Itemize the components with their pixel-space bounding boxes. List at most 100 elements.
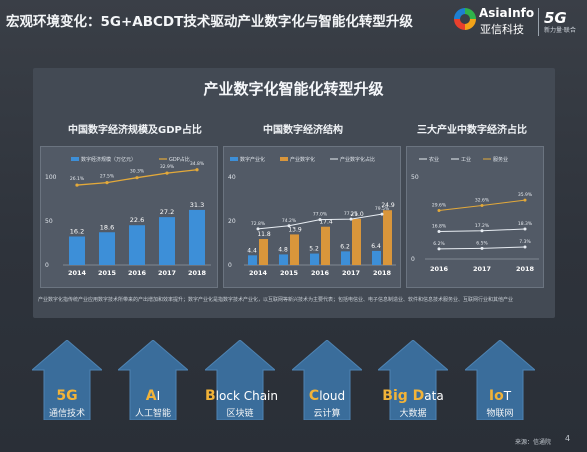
tech-arrow-shape — [118, 340, 188, 420]
point-series-2-2017 — [480, 204, 484, 208]
bar-digital-industry-2018 — [372, 250, 381, 265]
data-label-industry-digital-2018: 24.9 — [381, 202, 395, 209]
data-label-gdp-2015: 27.5% — [100, 174, 115, 180]
tech-arrow-shape — [465, 340, 535, 420]
legend-swatch-industry-digital — [280, 157, 288, 161]
tech-card-2: Block Chain 区块链 — [205, 340, 278, 420]
data-label-gdp-2014: 26.1% — [70, 176, 85, 182]
x-tick-label-2014: 2014 — [249, 269, 268, 277]
chart-3: 农业 工业 服务业 0 50 2016 2017 2018 6.2% 6.5% 7.3% 16.8% 1… — [406, 146, 544, 288]
point-series-1-2017 — [480, 229, 484, 233]
y-tick-label: 40 — [228, 174, 236, 181]
y-tick-label: 0 — [228, 262, 232, 269]
data-label-scale-2018: 31.3 — [190, 201, 204, 209]
point-gdp-2016 — [135, 176, 139, 180]
bar-scale-2018 — [189, 209, 205, 265]
tech-sublabel: 大数据 — [399, 409, 427, 419]
tech-arrow-icon — [32, 340, 102, 420]
data-label-industry-digital-2015: 13.9 — [288, 226, 302, 233]
bar-digital-industry-2016 — [310, 253, 319, 265]
legend-swatch-digital-industry — [230, 157, 238, 161]
tech-label-lead: Big D — [382, 388, 425, 404]
tech-label-lead: A — [145, 388, 157, 404]
data-label-scale-2014: 16.2 — [70, 227, 84, 235]
tech-label: Block Chain — [205, 388, 278, 404]
data-label-industry-digital-2014: 11.8 — [257, 231, 271, 238]
chart-3-svg: 农业 工业 服务业 0 50 2016 2017 2018 6.2% 6.5% 7.3% 16.8% 1… — [411, 156, 539, 273]
x-tick-label-2016: 2016 — [430, 265, 449, 273]
point-series-0-2016 — [437, 247, 441, 251]
legend-label-2: 服务业 — [493, 156, 508, 163]
tech-label: AI — [118, 388, 188, 404]
tech-sublabel: 通信技术 — [48, 409, 85, 419]
source-note: 来源：信通院 — [515, 439, 552, 446]
tech-label: 5G — [32, 388, 102, 404]
data-label-gdp-2016: 30.3% — [130, 169, 145, 175]
tech-arrow-icon — [378, 340, 448, 420]
data-label-digital-industry-2017: 6.2 — [340, 243, 350, 250]
x-tick-label-2018: 2018 — [516, 265, 535, 273]
data-label-series-2-2016: 29.6% — [432, 202, 447, 208]
chart-2-title: 中国数字经济结构 — [263, 125, 343, 136]
chart-2: 数字产业化 产业数字化 产业数字化占比 0 20 40 4.4 11.8 2014 72.8% 4.… — [223, 146, 401, 288]
point-series-0-2017 — [480, 246, 484, 250]
tech-label-rest: T — [503, 389, 512, 403]
tech-card-1: AI 人工智能 — [118, 340, 188, 420]
point-gdp-2017 — [165, 171, 169, 175]
tech-label-lead: Io — [488, 388, 504, 404]
y-tick-label: 50 — [411, 174, 419, 181]
y-tick-label: 0 — [45, 262, 49, 269]
bar-digital-industry-2014 — [248, 255, 257, 265]
footnote: 产业数字化指传统产业应用数字技术所带来的产出增加和效率提升；数字产业化是指数字技… — [38, 297, 514, 303]
tech-label-lead: B — [205, 388, 216, 404]
point-gdp-2015 — [105, 181, 109, 185]
tech-card-5: IoT 物联网 — [465, 340, 535, 420]
point-series-2-2018 — [523, 198, 527, 202]
legend-swatch-scale — [71, 157, 79, 161]
legend-label-0: 农业 — [429, 156, 439, 163]
point-share-2015 — [287, 224, 291, 228]
chart-1: 数字经济规模（万亿元） GDP占比 0 50 100 16.2 2014 26.1% 18.6 2… — [40, 146, 218, 288]
data-label-digital-industry-2016: 5.2 — [309, 246, 319, 253]
data-label-share-2017: 77.2% — [344, 211, 359, 217]
point-series-0-2018 — [523, 245, 527, 249]
tech-label: IoT — [465, 388, 535, 404]
partner-5g-text: 5G — [544, 9, 567, 27]
page-number: 4 — [565, 434, 571, 443]
x-tick-label-2017: 2017 — [342, 269, 360, 277]
data-label-series-1-2018: 18.3% — [518, 221, 533, 227]
y-tick-label: 0 — [411, 256, 415, 263]
data-label-share-2016: 77.0% — [313, 212, 328, 218]
tech-label-rest: I — [156, 389, 161, 403]
bar-industry-digital-2014 — [259, 239, 268, 265]
x-tick-label-2016: 2016 — [311, 269, 330, 277]
point-series-2-2016 — [437, 208, 441, 212]
point-series-1-2016 — [437, 229, 441, 233]
legend-label-share: 产业数字化占比 — [340, 156, 375, 163]
tech-arrow-icon — [292, 340, 362, 420]
legend-label-industry-digital: 产业数字化 — [290, 156, 315, 163]
tech-arrow-shape — [292, 340, 362, 420]
asiainfo-ring-icon — [454, 8, 476, 30]
tech-label-lead: 5G — [56, 388, 78, 404]
tech-label-rest: loud — [319, 389, 346, 403]
tech-arrow-shape — [32, 340, 102, 420]
bar-digital-industry-2017 — [341, 251, 350, 265]
data-label-series-2-2017: 32.6% — [475, 198, 490, 204]
legend-label-gdp: GDP占比 — [169, 156, 190, 163]
point-share-2018 — [380, 212, 384, 216]
partner-5g-subtext: 新力量·联合 — [544, 27, 576, 34]
data-label-industry-digital-2016: 17.4 — [319, 219, 333, 226]
x-tick-label-2017: 2017 — [473, 265, 491, 273]
chart-1-svg: 数字经济规模（万亿元） GDP占比 0 50 100 16.2 2014 26.1% 18.6 2… — [45, 156, 211, 277]
point-share-2016 — [318, 218, 322, 222]
data-label-share-2014: 72.8% — [251, 221, 266, 227]
data-label-series-0-2017: 6.5% — [476, 240, 488, 246]
tech-label: Cloud — [292, 388, 362, 404]
point-gdp-2014 — [75, 183, 79, 187]
data-label-scale-2017: 27.2 — [160, 208, 174, 216]
asiainfo-logo: AsiaInfo 亚信科技 — [454, 6, 536, 36]
point-share-2014 — [256, 227, 260, 231]
bar-industry-digital-2016 — [321, 226, 330, 265]
tech-label-rest: lock Chain — [215, 389, 278, 403]
